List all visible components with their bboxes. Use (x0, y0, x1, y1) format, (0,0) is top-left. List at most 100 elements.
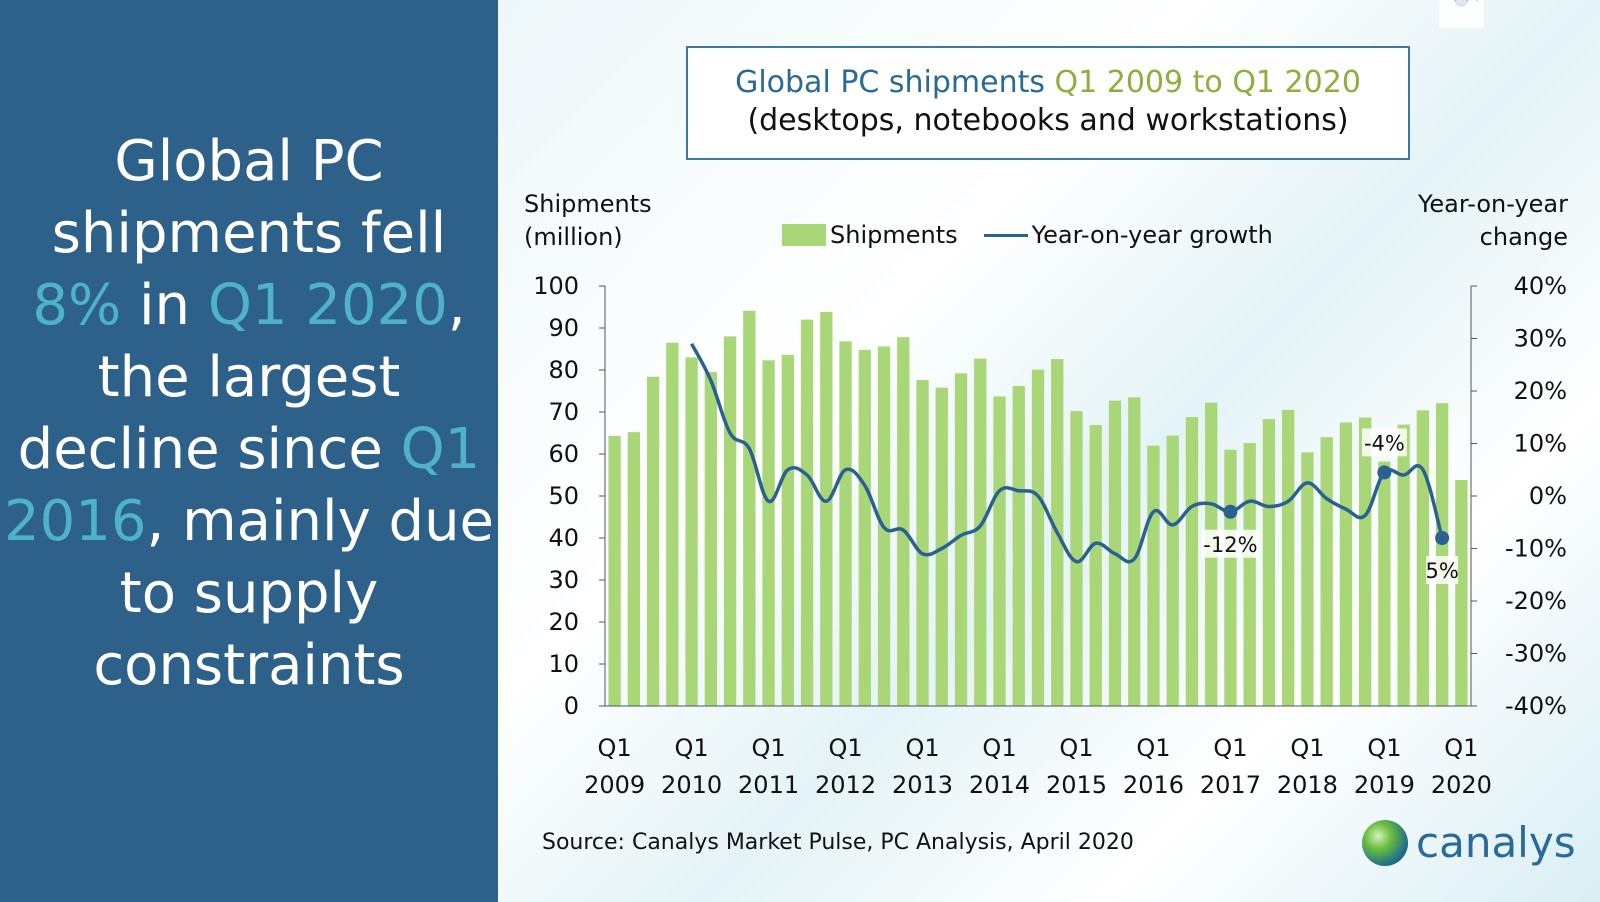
legend-line-swatch (983, 233, 1028, 237)
shipments-bar (608, 435, 621, 706)
left-y-tick-label: 70 (548, 398, 579, 426)
x-tick-label-quarter: Q1 (1213, 734, 1247, 762)
right-y-tick-label: 20% (1514, 377, 1567, 405)
headline-part-2: in (121, 273, 208, 338)
shipments-bar (685, 357, 698, 706)
right-y-tick-label: 40% (1514, 272, 1567, 300)
shipments-bar (627, 432, 641, 706)
shipments-bar (1262, 419, 1276, 706)
shipments-bar (646, 376, 660, 706)
headline-part-4: , mainly due to supply constraints (93, 489, 495, 698)
shipments-bar (954, 373, 968, 706)
shipments-bar (974, 358, 987, 706)
legend-line-label: Year-on-year growth (1031, 221, 1273, 249)
yoy-data-label-bg (1361, 428, 1407, 457)
shipments-bar (1070, 411, 1083, 706)
shipments-bar (839, 341, 852, 706)
shipments-bar (1147, 445, 1160, 706)
right-axis-title-line-2: change (1479, 223, 1568, 251)
yoy-data-label: -8% (1441, 0, 1482, 5)
shipments-bar (1435, 403, 1449, 706)
yoy-point-marker (1435, 531, 1450, 545)
x-tick-label-year: 2014 (969, 771, 1030, 799)
shipments-bar (1089, 425, 1102, 706)
x-tick-label-year: 2010 (661, 771, 722, 799)
yoy-point-marker (1377, 465, 1392, 480)
left-axis-title-line-1: Shipments (524, 190, 652, 218)
chart-subtitle: (desktops, notebooks and workstations) (747, 103, 1349, 138)
x-tick-label-quarter: Q1 (1290, 734, 1324, 762)
right-y-tick-label: 0% (1529, 482, 1567, 510)
x-tick-label-year: 2020 (1431, 771, 1492, 799)
right-y-tick-label: 10% (1514, 430, 1567, 458)
x-tick-label-year: 2017 (1200, 771, 1261, 799)
headline-part-3: , the largest decline since (17, 273, 466, 482)
right-y-tick-label: -20% (1505, 587, 1567, 615)
x-tick-label-quarter: Q1 (598, 734, 632, 762)
yoy-growth-line (690, 342, 1444, 564)
left-y-tick-label: 20 (548, 608, 579, 636)
shipments-bar (993, 396, 1006, 706)
x-tick-label-year: 2018 (1277, 771, 1338, 799)
shipments-bar (897, 337, 910, 706)
shipments-bar (1320, 437, 1333, 706)
shipments-bar (1358, 417, 1372, 706)
shipments-bar (1282, 409, 1295, 706)
yoy-data-label-bg (1438, 0, 1484, 28)
left-y-tick-label: 90 (548, 314, 579, 342)
chart-title-part-2: Q1 2009 to Q1 2020 (1054, 65, 1361, 100)
shipments-bar (800, 319, 814, 706)
shipments-bar (704, 372, 718, 706)
legend-bar-swatch (782, 224, 826, 246)
shipments-bar (1128, 397, 1141, 706)
x-tick-label-quarter: Q1 (1059, 734, 1093, 762)
left-axis-title: Shipments (million) (524, 188, 652, 254)
canalys-logo: canalys (1362, 818, 1576, 867)
x-tick-label-quarter: Q1 (675, 734, 709, 762)
x-tick-label-quarter: Q1 (1444, 734, 1478, 762)
left-y-tick-label: 40 (548, 524, 579, 552)
left-y-tick-label: 0 (564, 692, 579, 720)
logo-text: canalys (1416, 818, 1576, 867)
shipments-bar (1012, 385, 1025, 706)
headline-highlight-since: Q1 2016 (3, 417, 481, 554)
shipments-bar (1185, 417, 1199, 706)
yoy-point-marker (1223, 504, 1238, 519)
shipments-bar (1301, 452, 1314, 706)
x-tick-label-quarter: Q1 (905, 734, 939, 762)
right-y-tick-label: -10% (1505, 535, 1567, 563)
legend-bar-label: Shipments (830, 221, 958, 249)
x-tick-label-quarter: Q1 (1367, 734, 1401, 762)
x-tick-label-quarter: Q1 (982, 734, 1016, 762)
x-tick-label-year: 2011 (738, 771, 799, 799)
yoy-data-label-bg (1201, 529, 1260, 558)
left-y-tick-label: 60 (548, 440, 579, 468)
shipments-bar (723, 336, 737, 706)
globe-icon (1362, 819, 1408, 866)
x-tick-label-quarter: Q1 (828, 734, 862, 762)
x-tick-label-year: 2016 (1123, 771, 1184, 799)
left-y-tick-label: 80 (548, 356, 579, 384)
headline-panel: Global PC shipments fell 8% in Q1 2020, … (0, 0, 498, 902)
chart-title-part-1: Global PC shipments (735, 65, 1045, 100)
headline-text: Global PC shipments fell 8% in Q1 2020, … (0, 126, 498, 702)
left-y-tick-label: 100 (533, 272, 579, 300)
shipments-bar (916, 380, 929, 706)
yoy-data-label: 5% (1425, 559, 1458, 583)
right-y-tick-label: 30% (1514, 325, 1567, 353)
shipments-bar (1378, 461, 1391, 706)
x-tick-label-year: 2009 (584, 771, 645, 799)
shipments-bar (1031, 369, 1045, 706)
headline-highlight-quarter: Q1 2020 (207, 273, 448, 338)
x-tick-label-quarter: Q1 (751, 734, 785, 762)
x-tick-label-year: 2012 (815, 771, 876, 799)
shipments-bar (743, 310, 756, 706)
shipments-bar (1166, 435, 1179, 706)
chart-title: Global PC shipments Q1 2009 to Q1 2020 (688, 64, 1408, 102)
right-axis-title-line-1: Year-on-year (1417, 190, 1568, 218)
x-tick-label-year: 2015 (1046, 771, 1107, 799)
right-y-tick-label: -40% (1505, 692, 1567, 720)
yoy-data-label-bg (1426, 556, 1459, 584)
shipments-bar (858, 349, 871, 706)
left-y-tick-label: 30 (548, 566, 579, 594)
